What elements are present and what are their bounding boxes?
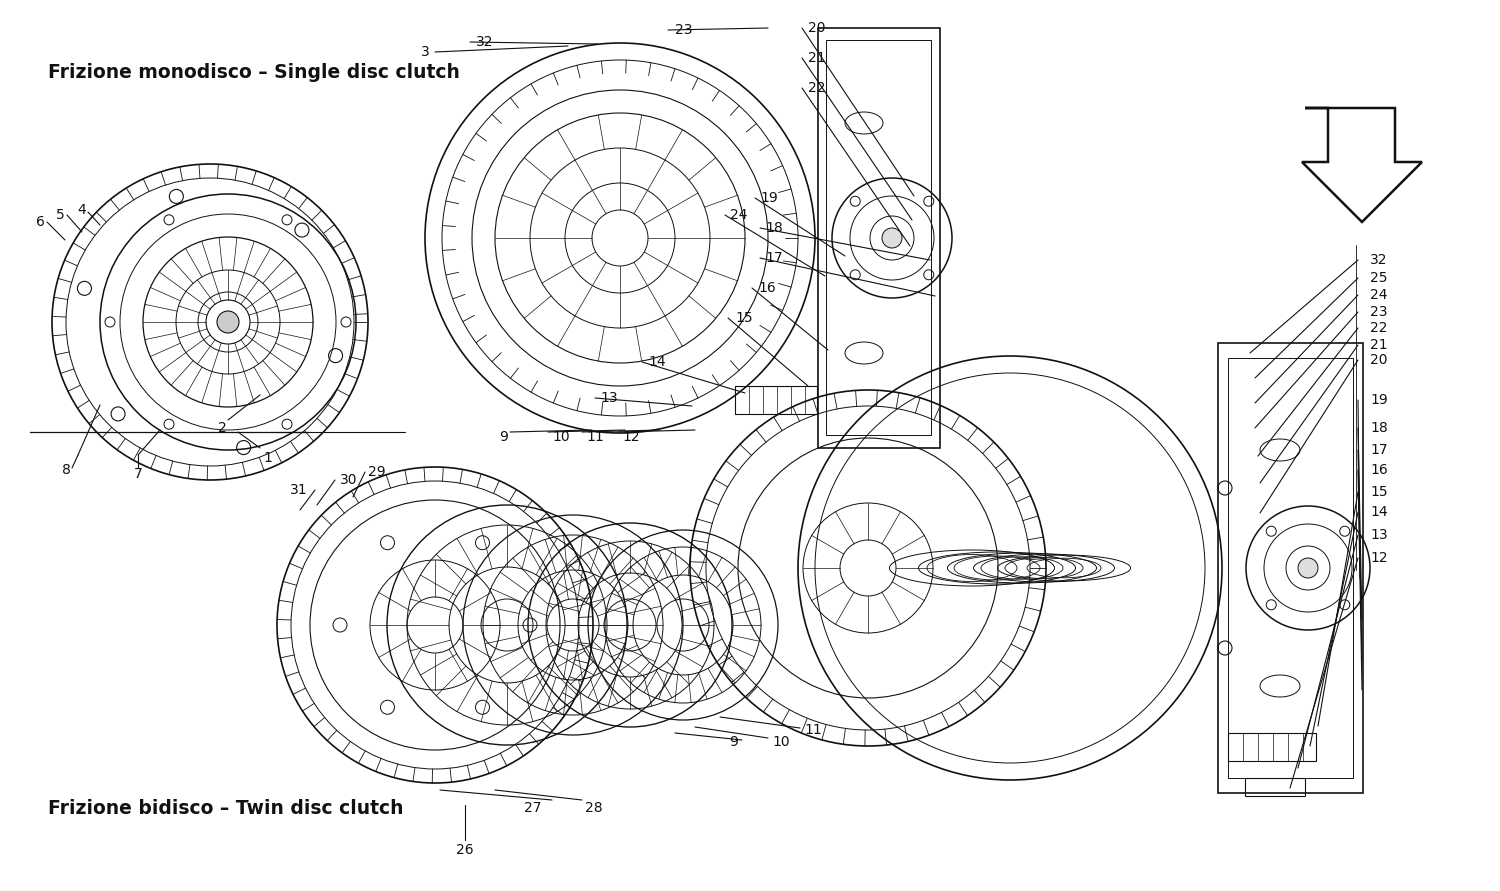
Text: 7: 7 xyxy=(134,467,142,481)
Text: 23: 23 xyxy=(675,23,693,37)
Text: 19: 19 xyxy=(1370,393,1388,407)
Text: 6: 6 xyxy=(36,215,45,229)
Text: 32: 32 xyxy=(476,35,494,49)
Text: 15: 15 xyxy=(1370,485,1388,499)
Text: 18: 18 xyxy=(1370,421,1388,435)
Text: 4: 4 xyxy=(78,203,87,217)
Text: 12: 12 xyxy=(622,430,639,444)
Text: 17: 17 xyxy=(1370,443,1388,457)
Text: Frizione monodisco – Single disc clutch: Frizione monodisco – Single disc clutch xyxy=(48,62,461,81)
Circle shape xyxy=(1298,558,1318,578)
Bar xyxy=(1228,733,1316,761)
Text: 27: 27 xyxy=(525,801,542,815)
Text: 18: 18 xyxy=(765,221,783,235)
Bar xyxy=(1218,343,1364,793)
Text: 14: 14 xyxy=(648,355,666,369)
Text: 20: 20 xyxy=(808,21,825,35)
Text: 10: 10 xyxy=(772,735,789,749)
Text: 3: 3 xyxy=(422,45,430,59)
Text: 23: 23 xyxy=(1370,305,1388,319)
Text: 32: 32 xyxy=(1370,253,1388,267)
Bar xyxy=(735,386,818,414)
Text: Frizione bidisco – Twin disc clutch: Frizione bidisco – Twin disc clutch xyxy=(48,798,404,818)
Text: 5: 5 xyxy=(56,208,64,222)
Text: 24: 24 xyxy=(730,208,747,222)
Text: 14: 14 xyxy=(1370,505,1388,519)
Text: 11: 11 xyxy=(586,430,603,444)
Circle shape xyxy=(217,311,238,333)
Text: 24: 24 xyxy=(1370,288,1388,302)
Text: 30: 30 xyxy=(340,473,357,487)
Text: 16: 16 xyxy=(758,281,776,295)
Text: 9: 9 xyxy=(729,735,738,749)
Text: 13: 13 xyxy=(600,391,618,405)
Text: 9: 9 xyxy=(500,430,508,444)
Text: 12: 12 xyxy=(1370,551,1388,565)
Bar xyxy=(1245,778,1305,796)
Bar xyxy=(1228,358,1353,778)
Text: 29: 29 xyxy=(368,465,386,479)
Text: 2: 2 xyxy=(217,421,226,435)
Text: 19: 19 xyxy=(760,191,777,205)
Text: 15: 15 xyxy=(735,311,753,325)
Bar xyxy=(827,40,932,435)
Text: 21: 21 xyxy=(808,51,825,65)
Text: 28: 28 xyxy=(585,801,603,815)
Text: 10: 10 xyxy=(552,430,570,444)
Text: 16: 16 xyxy=(1370,463,1388,477)
Text: 13: 13 xyxy=(1370,528,1388,542)
Text: 31: 31 xyxy=(291,483,308,497)
Text: 22: 22 xyxy=(808,81,825,95)
Bar xyxy=(818,28,940,448)
Text: 22: 22 xyxy=(1370,321,1388,335)
Text: 20: 20 xyxy=(1370,353,1388,367)
Text: 11: 11 xyxy=(804,723,822,737)
Text: 8: 8 xyxy=(62,463,70,477)
Text: 25: 25 xyxy=(1370,271,1388,285)
Text: 17: 17 xyxy=(765,251,783,265)
Text: 21: 21 xyxy=(1370,338,1388,352)
Circle shape xyxy=(882,228,902,248)
Text: 1: 1 xyxy=(262,451,272,465)
Text: 26: 26 xyxy=(456,843,474,857)
Polygon shape xyxy=(1302,108,1422,222)
